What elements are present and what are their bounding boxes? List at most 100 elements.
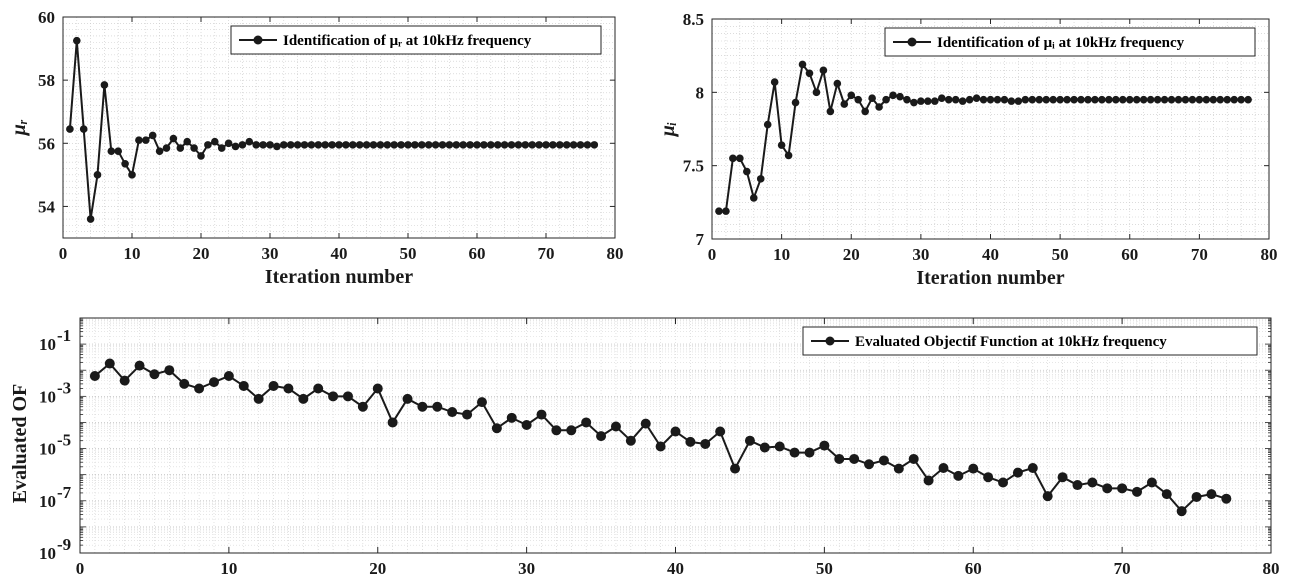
data-point [314, 141, 323, 149]
data-point [1028, 95, 1037, 104]
data-point [1056, 95, 1064, 104]
x-tick-label: 30 [912, 245, 929, 264]
x-tick-label: 70 [538, 244, 555, 263]
data-point [252, 141, 260, 149]
data-point [1042, 95, 1050, 104]
data-point [889, 91, 897, 100]
data-point [1084, 95, 1092, 104]
data-point [1000, 95, 1009, 104]
data-point [770, 78, 779, 86]
data-point [224, 139, 233, 148]
data-point [342, 141, 350, 149]
data-point [208, 377, 219, 388]
data-point [528, 141, 536, 149]
data-point [121, 160, 129, 168]
data-point [1132, 486, 1143, 497]
data-point [197, 152, 205, 160]
data-point [875, 103, 883, 111]
x-tick-label: 0 [76, 559, 85, 578]
data-point [183, 137, 191, 146]
data-point [148, 131, 157, 140]
data-point [476, 397, 487, 408]
data-point [756, 175, 765, 183]
data-point [1021, 95, 1030, 104]
data-point [432, 401, 443, 412]
data-point [1118, 95, 1127, 104]
data-point [66, 125, 74, 133]
data-point [1176, 506, 1187, 517]
data-point [864, 459, 875, 470]
data-point [506, 412, 517, 423]
data-point [1117, 483, 1128, 494]
data-point [743, 167, 751, 176]
data-point [1202, 95, 1211, 104]
data-point [1091, 95, 1099, 104]
chart-objective-function: 0102030405060708010-910-710-510-310-1Ite… [9, 317, 1280, 583]
data-point [861, 107, 869, 116]
data-point [878, 455, 889, 466]
x-axis-label: Iteration number [916, 267, 1064, 289]
y-tick-label: 7 [696, 230, 705, 249]
data-point [328, 141, 336, 149]
data-point [313, 383, 324, 394]
y-tick-label: 10 [39, 387, 56, 406]
data-point [583, 141, 592, 149]
data-point [937, 94, 946, 102]
data-point [953, 470, 964, 481]
data-point [104, 358, 115, 369]
data-point [1035, 95, 1044, 104]
legend-box [884, 27, 1256, 57]
legend-label: Evaluated Objectif Function at 10kHz fre… [855, 334, 1167, 350]
data-point [1153, 95, 1162, 104]
x-tick-label: 80 [1263, 559, 1280, 578]
data-point [179, 378, 190, 389]
series-line [718, 62, 1249, 213]
data-point [445, 141, 454, 149]
data-point [1007, 97, 1016, 105]
x-tick-label: 80 [607, 244, 624, 263]
data-point [1206, 489, 1217, 500]
data-point [128, 171, 136, 179]
data-point [986, 95, 995, 104]
data-point [610, 421, 621, 432]
y-tick-label: 7.5 [683, 157, 704, 176]
data-point [493, 141, 502, 149]
data-point [625, 435, 636, 446]
data-point [777, 141, 786, 149]
x-tick-label: 10 [220, 559, 237, 578]
y-axis-label: Evaluated OF [9, 384, 31, 503]
x-tick-label: 40 [982, 245, 999, 264]
data-point [1237, 95, 1245, 104]
data-point [736, 154, 744, 163]
y-tick-exponent: -5 [57, 431, 71, 450]
x-tick-label: 80 [1261, 245, 1278, 264]
data-point [1139, 95, 1148, 104]
data-point [849, 453, 860, 464]
data-point [763, 120, 772, 129]
data-point [729, 154, 737, 163]
data-point [194, 383, 205, 394]
y-tick-label: 10 [39, 335, 56, 354]
data-point [993, 95, 1002, 104]
data-point [190, 144, 198, 152]
data-point [542, 141, 550, 149]
data-point [298, 393, 309, 404]
data-point [487, 141, 495, 149]
data-point [910, 98, 918, 107]
data-point [376, 141, 385, 149]
x-tick-label: 30 [518, 559, 535, 578]
data-point [418, 141, 426, 149]
data-point [556, 141, 564, 149]
data-point [231, 142, 240, 151]
data-point [1188, 95, 1197, 104]
gridlines [79, 318, 1272, 554]
data-point [223, 371, 234, 382]
data-point [903, 95, 911, 104]
legend-label: Identification of μᵢ at 10kHz frequency [937, 35, 1185, 51]
data-point [804, 447, 815, 458]
data-point [266, 141, 274, 149]
data-point [965, 95, 974, 104]
data-point [590, 141, 599, 149]
data-point [431, 141, 440, 149]
data-point [438, 141, 447, 149]
